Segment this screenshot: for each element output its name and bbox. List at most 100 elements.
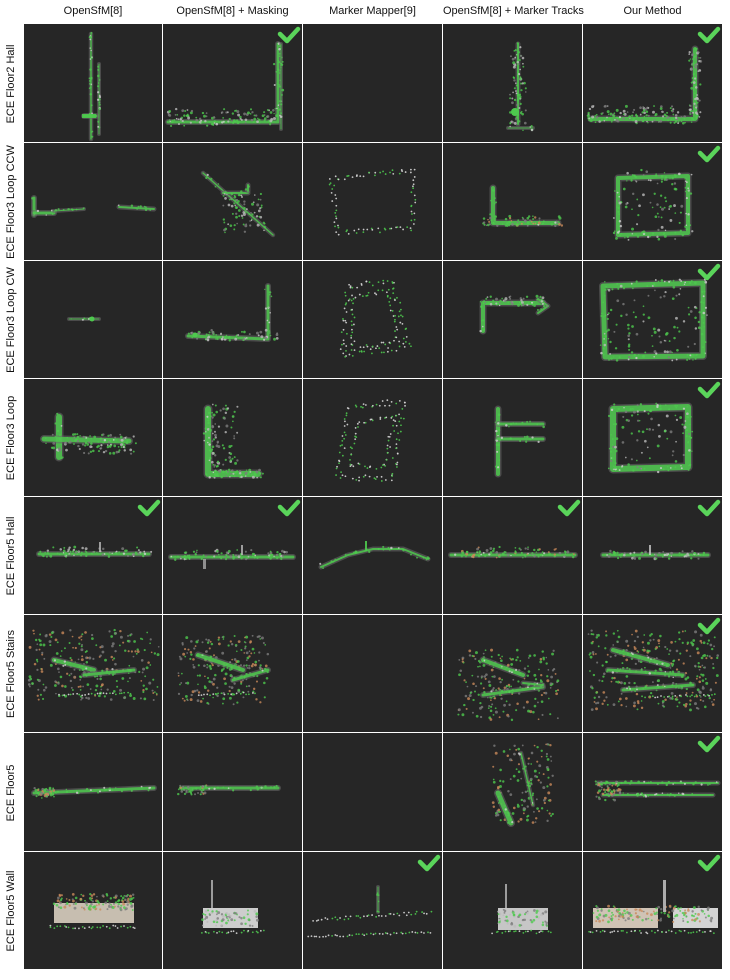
point	[428, 557, 430, 560]
point	[636, 410, 639, 413]
point	[403, 346, 406, 348]
point	[102, 692, 105, 695]
point	[703, 352, 706, 355]
point	[545, 656, 548, 659]
point	[512, 422, 515, 424]
point	[381, 933, 384, 935]
point	[687, 469, 690, 471]
point	[613, 789, 615, 791]
point	[44, 551, 46, 554]
point	[220, 337, 224, 341]
point	[350, 299, 353, 302]
point	[354, 427, 357, 429]
point	[641, 119, 644, 123]
point	[549, 931, 552, 934]
point	[374, 292, 376, 295]
point	[37, 698, 40, 701]
point	[256, 931, 259, 934]
point	[600, 314, 603, 318]
point	[637, 430, 641, 433]
point	[382, 341, 385, 344]
point	[614, 783, 618, 786]
point	[357, 426, 359, 428]
point	[205, 931, 208, 934]
point	[81, 443, 85, 446]
point	[505, 666, 508, 669]
column-header: Marker Mapper[9]	[329, 5, 416, 17]
point	[32, 629, 35, 632]
point	[526, 435, 529, 438]
camera-track	[610, 404, 691, 472]
point	[238, 668, 241, 671]
point	[508, 913, 511, 916]
point	[657, 328, 661, 332]
point	[499, 664, 502, 667]
point	[208, 443, 211, 446]
point	[228, 456, 232, 459]
point	[96, 445, 99, 449]
point	[49, 792, 52, 795]
point	[345, 321, 348, 324]
point	[252, 201, 255, 204]
point	[692, 931, 695, 934]
point	[203, 664, 206, 668]
point	[49, 924, 52, 927]
point	[603, 672, 606, 676]
point	[210, 329, 213, 332]
point	[174, 558, 177, 561]
point	[534, 678, 538, 681]
point	[601, 312, 603, 315]
point	[84, 673, 87, 676]
point	[263, 338, 266, 341]
point	[607, 554, 611, 558]
point	[684, 420, 687, 422]
point	[684, 554, 688, 558]
point-cloud-block	[203, 559, 206, 569]
point	[521, 303, 525, 307]
point	[353, 316, 356, 319]
point	[604, 280, 606, 283]
point	[671, 695, 674, 698]
point	[140, 785, 143, 788]
point	[681, 630, 684, 633]
point	[646, 912, 649, 915]
point	[354, 438, 357, 441]
point	[206, 663, 209, 666]
point	[240, 195, 244, 199]
point	[662, 111, 665, 113]
reconstruction-cell	[443, 852, 582, 969]
point	[608, 359, 610, 361]
point	[653, 912, 657, 916]
point	[114, 901, 118, 904]
point	[354, 296, 357, 299]
point	[235, 212, 238, 215]
point	[74, 646, 77, 650]
point	[673, 182, 677, 185]
point	[606, 703, 609, 706]
point	[351, 331, 354, 334]
point	[119, 635, 123, 639]
point	[474, 657, 477, 661]
point	[227, 913, 231, 916]
point	[338, 460, 341, 463]
row-label: ECE Floor2 Hall	[0, 24, 22, 143]
point	[624, 205, 628, 209]
point	[695, 106, 698, 109]
point	[494, 219, 497, 222]
point	[506, 754, 510, 758]
point	[672, 793, 675, 796]
point	[58, 671, 60, 673]
point	[514, 550, 517, 553]
point	[281, 549, 284, 553]
point	[538, 548, 541, 551]
point	[112, 438, 115, 441]
point	[89, 789, 92, 792]
point	[661, 662, 664, 665]
reconstruction-cell	[583, 261, 722, 378]
point	[56, 552, 59, 555]
point	[627, 419, 630, 422]
point	[394, 314, 396, 317]
point	[283, 550, 286, 554]
point	[244, 118, 248, 122]
point	[657, 237, 661, 241]
